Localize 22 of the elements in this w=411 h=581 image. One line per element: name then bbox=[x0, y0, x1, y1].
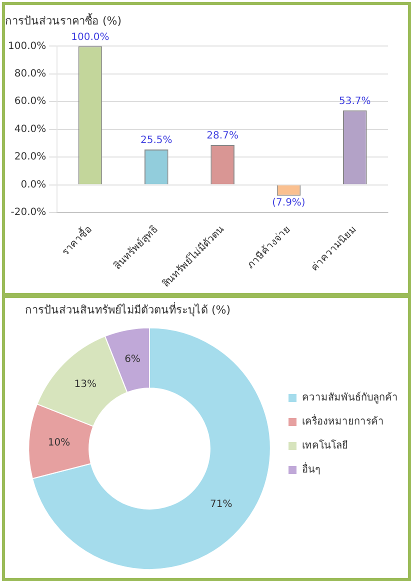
y-tick-label: 60.0% bbox=[14, 96, 46, 108]
data-label: 53.7% bbox=[339, 96, 371, 107]
data-label: 100.0% bbox=[71, 32, 110, 43]
data-label: 28.7% bbox=[206, 130, 238, 142]
data-label: 71% bbox=[210, 498, 232, 510]
y-tick-label: 40.0% bbox=[14, 124, 46, 135]
y-tick-label: 100.0% bbox=[8, 40, 46, 52]
y-tick-label: 80.0% bbox=[14, 68, 46, 80]
legend-label: เครื่องหมายการค้า bbox=[302, 414, 384, 428]
data-label: 6% bbox=[124, 354, 140, 366]
legend-label: เทคโนโลยี bbox=[302, 438, 348, 452]
legend-label: อื่นๆ bbox=[302, 462, 320, 476]
data-label: 25.5% bbox=[140, 135, 172, 146]
legend-label: ความสัมพันธ์กับลูกค้า bbox=[302, 392, 398, 404]
data-label: 13% bbox=[74, 379, 96, 390]
y-tick-label: 20.0% bbox=[14, 152, 46, 163]
chart-title: การปันส่วนราคาซื้อ (%) bbox=[5, 12, 122, 28]
y-tick-label: -20.0% bbox=[10, 207, 46, 218]
data-label: 10% bbox=[48, 438, 70, 448]
y-tick-label: 0.0% bbox=[20, 179, 46, 190]
data-label: (7.9%) bbox=[272, 197, 306, 208]
chart-title: การปันส่วนสินทรัพย์ไม่มีตัวตนที่ระบุได้ (%) bbox=[25, 301, 231, 316]
